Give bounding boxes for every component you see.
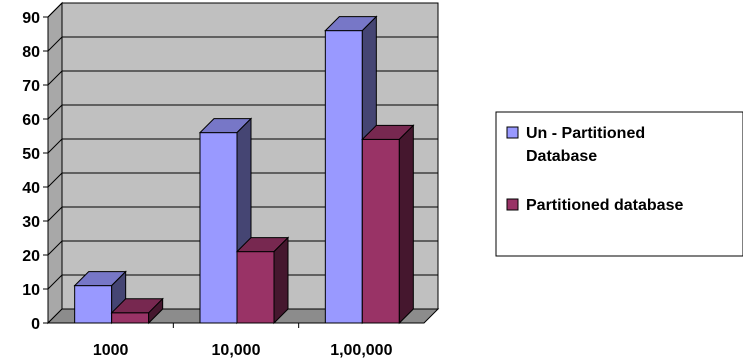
y-tick-label: 30	[22, 214, 40, 231]
gridline-side	[47, 138, 63, 154]
bar-front	[361, 138, 400, 324]
legend-swatch	[506, 126, 519, 139]
x-category-label: 1,00,000	[330, 342, 392, 359]
gridline-side	[47, 2, 63, 18]
legend-swatch	[506, 198, 519, 211]
bar-side	[398, 124, 414, 325]
bar-partitioned	[235, 236, 290, 325]
legend-label: Un - Partitioned Database	[526, 125, 645, 165]
side-wall	[47, 1, 63, 325]
y-tick-label: 70	[22, 78, 40, 95]
gridline-side	[47, 172, 63, 188]
y-tick-label: 0	[31, 316, 40, 333]
y-tick-label: 20	[22, 248, 40, 265]
bar-side	[148, 297, 164, 325]
bar-side	[273, 236, 289, 325]
legend-label: Partitioned database	[526, 197, 683, 214]
y-tick-label: 40	[22, 180, 40, 197]
gridline-side	[47, 206, 63, 222]
y-tick-label: 50	[22, 146, 40, 163]
legend-box	[495, 111, 743, 257]
legend: Un - Partitioned Database Partitioned data…	[495, 111, 743, 257]
gridline-side	[47, 104, 63, 120]
bar-partitioned	[361, 124, 415, 325]
gridline-side	[47, 274, 63, 290]
y-tick-label: 60	[22, 112, 40, 129]
bar-front	[324, 30, 363, 324]
y-tick-label: 10	[22, 282, 40, 299]
gridline-side	[47, 240, 63, 256]
bar-front	[199, 132, 238, 324]
bar-unpartitioned	[73, 270, 127, 325]
x-category-label: 10,000	[212, 342, 261, 359]
bars	[73, 15, 415, 325]
bar-front	[236, 251, 275, 324]
y-tick-label: 80	[22, 44, 40, 61]
bar-front	[74, 285, 113, 324]
y-tick-label: 90	[22, 10, 40, 27]
x-category-labels: 1000 10,000 1,00,000	[93, 342, 393, 359]
x-category-label: 1000	[93, 342, 129, 359]
bar-partitioned	[110, 297, 164, 325]
gridline-side	[47, 70, 63, 86]
bar-front	[111, 312, 150, 324]
y-tick-labels: 0 10 20 30 40 50 60 70 80 90	[22, 10, 40, 333]
gridline-side	[47, 36, 63, 52]
